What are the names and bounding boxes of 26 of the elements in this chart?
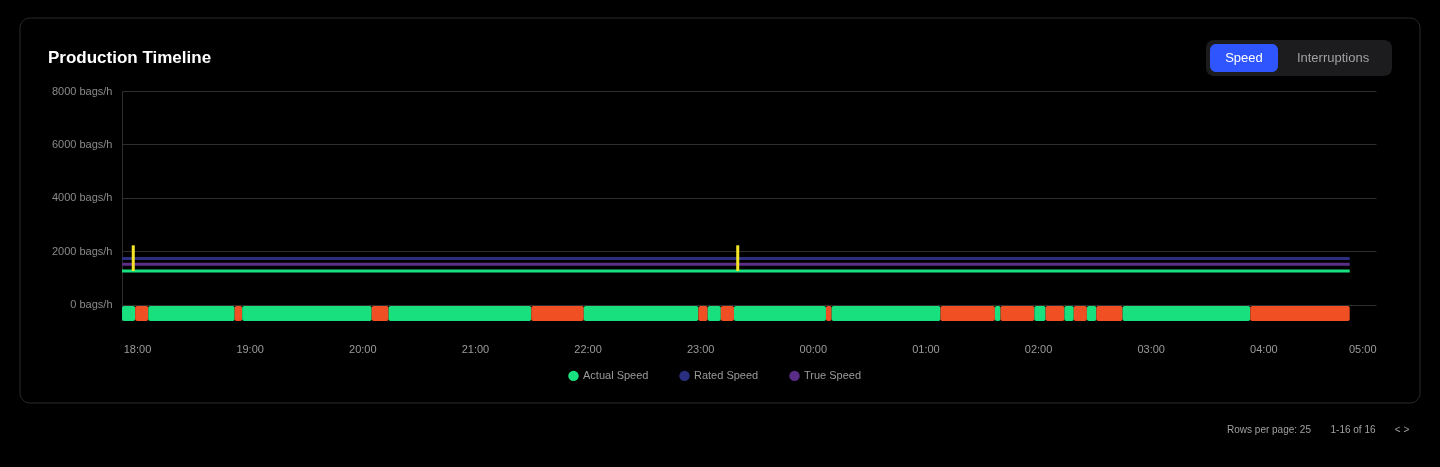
text: Speed xyxy=(1225,50,1263,65)
y-tick-label: 2000 bags/h xyxy=(51,244,113,257)
legend-label: True Speed xyxy=(804,368,862,381)
y-tick-label: 0 bags/h xyxy=(70,298,113,311)
x-tick-label: 18:00 xyxy=(123,342,152,355)
x-tick-label: 19:00 xyxy=(236,342,264,355)
text: < > xyxy=(1394,424,1410,435)
x-tick-label: 23:00 xyxy=(686,342,715,355)
y-tick-label: 6000 bags/h xyxy=(51,137,113,150)
x-tick-label: 21:00 xyxy=(461,342,490,355)
legend-label: Actual Speed xyxy=(583,368,649,381)
legend-label: Rated Speed xyxy=(694,368,759,381)
x-tick-label: 22:00 xyxy=(574,342,602,355)
text: Rows per page: 25 xyxy=(1227,424,1312,435)
x-tick-label: 01:00 xyxy=(912,342,940,355)
text: Interruptions xyxy=(1296,50,1370,65)
x-tick-label: 02:00 xyxy=(1024,342,1053,355)
x-tick-label: 00:00 xyxy=(799,342,828,355)
text: 1-16 of 16 xyxy=(1330,424,1376,435)
y-tick-label: 4000 bags/h xyxy=(51,191,113,204)
chart-title: Production Timeline xyxy=(48,48,212,67)
x-tick-label: 04:00 xyxy=(1250,342,1278,355)
y-tick-label: 8000 bags/h xyxy=(51,84,113,97)
x-tick-label: 03:00 xyxy=(1137,342,1165,355)
x-tick-label: 20:00 xyxy=(349,342,377,355)
x-tick-label: 05:00 xyxy=(1348,342,1377,355)
